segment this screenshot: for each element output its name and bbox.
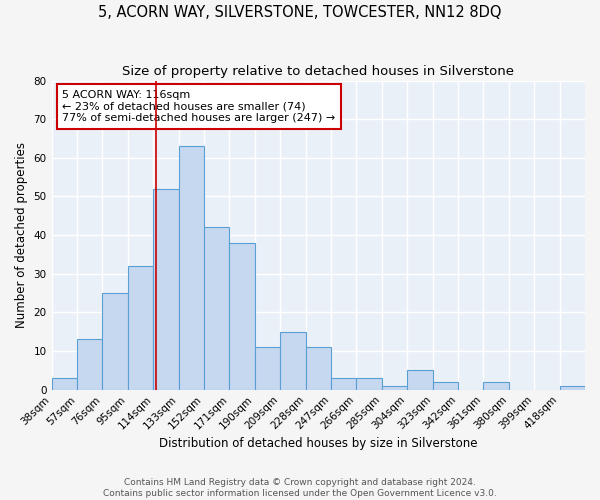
Bar xyxy=(204,228,229,390)
Bar xyxy=(433,382,458,390)
Bar xyxy=(280,332,305,390)
Bar xyxy=(179,146,204,390)
Bar xyxy=(331,378,356,390)
Bar xyxy=(382,386,407,390)
Bar xyxy=(153,189,179,390)
Bar xyxy=(356,378,382,390)
Title: Size of property relative to detached houses in Silverstone: Size of property relative to detached ho… xyxy=(122,65,514,78)
Bar xyxy=(52,378,77,390)
Bar xyxy=(229,243,255,390)
Bar xyxy=(128,266,153,390)
Bar xyxy=(305,347,331,390)
Bar xyxy=(560,386,585,390)
X-axis label: Distribution of detached houses by size in Silverstone: Distribution of detached houses by size … xyxy=(159,437,478,450)
Text: Contains HM Land Registry data © Crown copyright and database right 2024.
Contai: Contains HM Land Registry data © Crown c… xyxy=(103,478,497,498)
Bar xyxy=(77,340,103,390)
Bar xyxy=(484,382,509,390)
Y-axis label: Number of detached properties: Number of detached properties xyxy=(15,142,28,328)
Bar xyxy=(103,293,128,390)
Text: 5 ACORN WAY: 116sqm
← 23% of detached houses are smaller (74)
77% of semi-detach: 5 ACORN WAY: 116sqm ← 23% of detached ho… xyxy=(62,90,335,123)
Bar xyxy=(255,347,280,390)
Text: 5, ACORN WAY, SILVERSTONE, TOWCESTER, NN12 8DQ: 5, ACORN WAY, SILVERSTONE, TOWCESTER, NN… xyxy=(98,5,502,20)
Bar xyxy=(407,370,433,390)
